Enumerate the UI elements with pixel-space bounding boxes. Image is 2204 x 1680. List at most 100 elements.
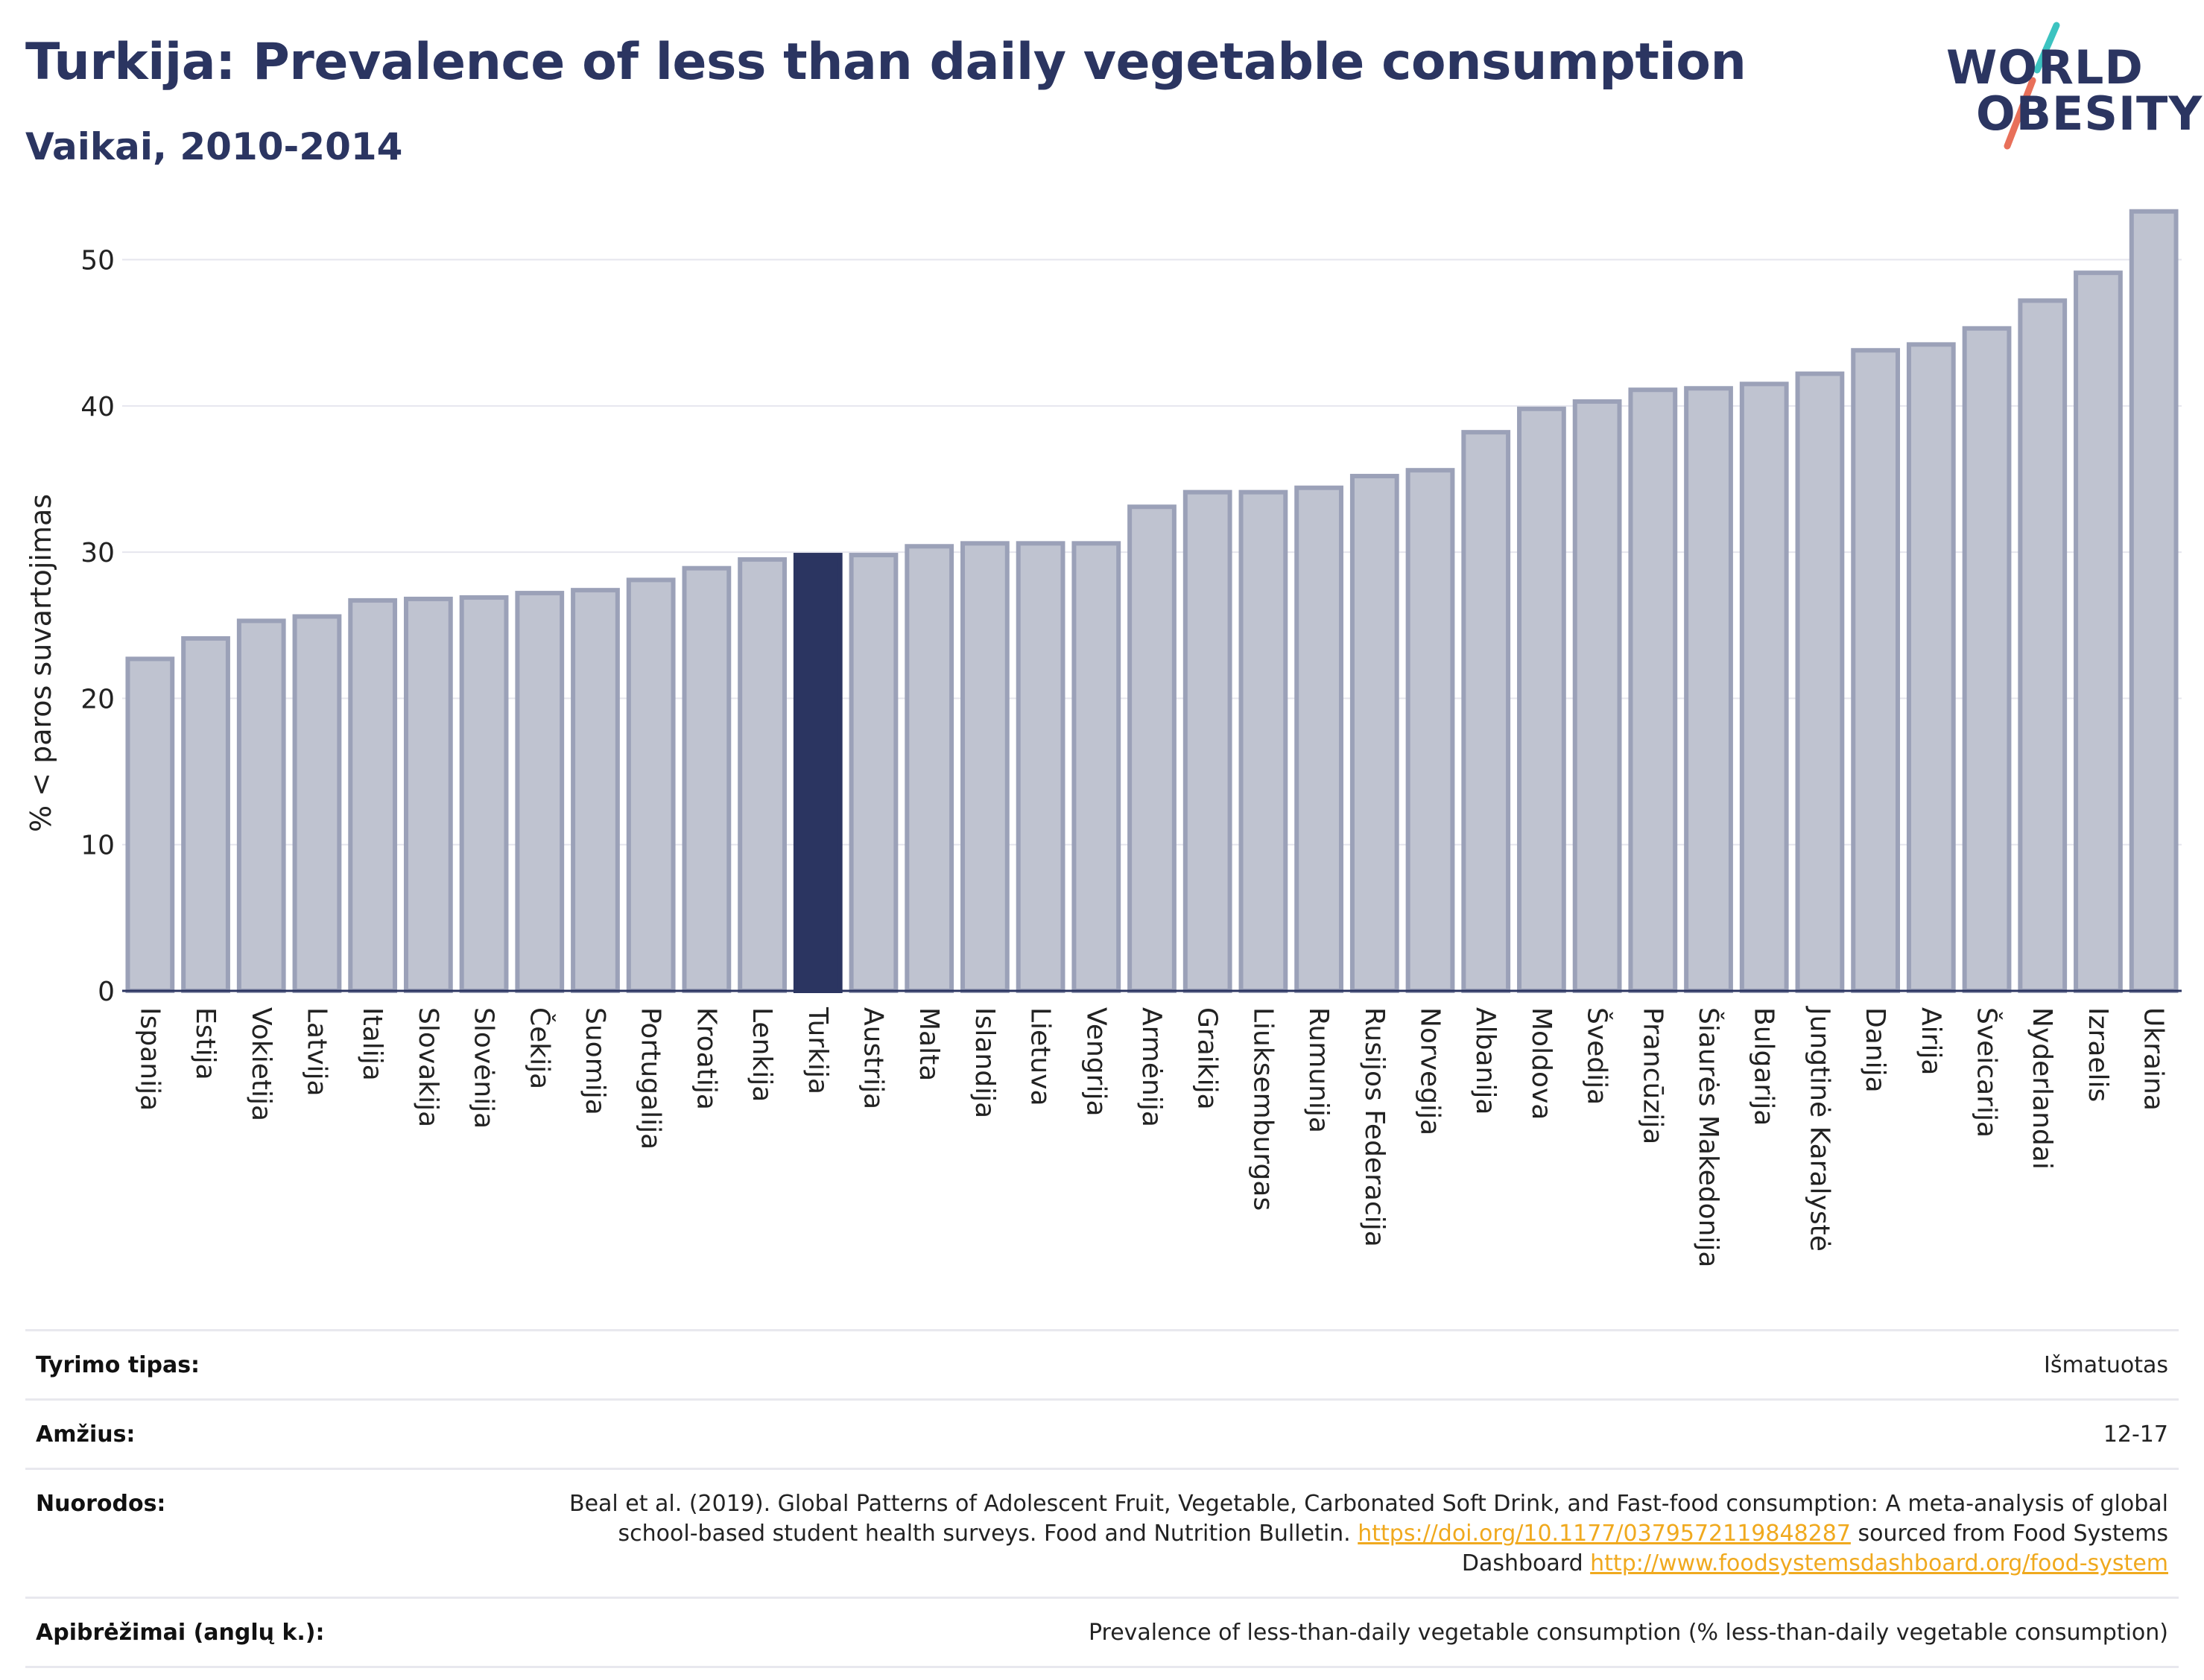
- info-row-references: Nuorodos: Beal et al. (2019). Global Pat…: [25, 1468, 2179, 1597]
- x-tick-label: Norvegija: [1415, 1007, 1445, 1135]
- info-value: 12-17: [2103, 1421, 2168, 1448]
- y-tick-label: 40: [80, 392, 115, 422]
- logo-text-line2: OBESITY: [1976, 86, 2203, 141]
- bar-portugalija[interactable]: [626, 577, 676, 993]
- x-tick-label: Lenkija: [747, 1007, 777, 1102]
- bar-ispanija[interactable]: [125, 656, 175, 993]
- bar-bulgarija[interactable]: [1739, 381, 1789, 993]
- info-value: Prevalence of less-than-daily vegetable …: [1088, 1620, 2168, 1646]
- x-tick-label: Švedija: [1582, 1007, 1613, 1105]
- bar-chart: 0 10 20 30 40 50 Ispanija Estija Vokietija Latvi…: [25, 209, 2182, 1267]
- bar-armėnija[interactable]: [1127, 504, 1177, 993]
- bar-graikija[interactable]: [1182, 489, 1232, 993]
- x-tick-label: Airija: [1916, 1007, 1946, 1076]
- logo-text-line1: WORLD: [1946, 40, 2144, 95]
- x-tick-label: Šveicarija: [1972, 1007, 2003, 1138]
- x-tick-label: Vokietija: [246, 1007, 276, 1121]
- info-label: Tyrimo tipas:: [36, 1352, 200, 1378]
- bar-rusijos-federacija[interactable]: [1349, 474, 1399, 993]
- bars: [125, 209, 2179, 994]
- y-axis-ticks: 0 10 20 30 40 50: [80, 246, 115, 1007]
- bar-nyderlandai[interactable]: [2018, 298, 2068, 993]
- y-tick-label: 10: [80, 831, 115, 861]
- x-tick-label: Danija: [1860, 1007, 1890, 1093]
- info-label: Nuorodos:: [36, 1491, 166, 1517]
- info-row-survey-type: Tyrimo tipas: Išmatuotas: [25, 1329, 2179, 1398]
- bar-šiaurės-makedonija[interactable]: [1684, 386, 1733, 993]
- bar-izraelis[interactable]: [2074, 270, 2123, 994]
- x-tick-label: Bulgarija: [1749, 1007, 1779, 1126]
- y-tick-label: 30: [80, 538, 115, 568]
- bar-lietuva[interactable]: [1016, 541, 1065, 994]
- bar-šveicarija[interactable]: [1962, 326, 2012, 993]
- x-tick-label: Prancūzija: [1637, 1007, 1668, 1144]
- bar-slovakija[interactable]: [403, 596, 453, 993]
- x-axis-labels: Ispanija Estija Vokietija Latvija Italija Slo…: [134, 1006, 2168, 1267]
- x-tick-label: Nyderlandai: [2027, 1007, 2057, 1170]
- x-tick-label: Austrija: [858, 1007, 888, 1109]
- x-tick-label: Moldova: [1526, 1007, 1557, 1120]
- x-tick-label: Portugalija: [636, 1007, 666, 1150]
- x-tick-label: Ukraina: [2138, 1007, 2169, 1111]
- bar-vokietija[interactable]: [236, 618, 286, 993]
- x-tick-label: Ispanija: [134, 1007, 165, 1111]
- bar-švedija[interactable]: [1572, 399, 1622, 994]
- bar-lenkija[interactable]: [738, 557, 787, 994]
- x-tick-label: Rusijos Federacija: [1359, 1007, 1390, 1247]
- y-tick-label: 0: [98, 977, 115, 1007]
- bar-malta[interactable]: [905, 544, 954, 993]
- info-table: Tyrimo tipas: Išmatuotas Amžius: 12-17 N…: [25, 1329, 2179, 1668]
- x-tick-label: Kroatija: [691, 1007, 721, 1110]
- bar-liuksemburgas[interactable]: [1238, 489, 1288, 993]
- bar-airija[interactable]: [1906, 342, 1956, 994]
- bar-prancūzija[interactable]: [1628, 387, 1678, 993]
- bar-danija[interactable]: [1851, 348, 1901, 993]
- bar-austrija[interactable]: [849, 553, 899, 993]
- bar-norvegija[interactable]: [1405, 468, 1455, 993]
- x-tick-label: Latvija: [301, 1007, 332, 1097]
- food-systems-dashboard-link[interactable]: http://www.foodsystemsdashboard.org/food…: [1590, 1550, 2168, 1576]
- x-tick-label: Liuksemburgas: [1247, 1007, 1278, 1211]
- doi-link[interactable]: https://doi.org/10.1177/0379572119848287: [1358, 1521, 1851, 1547]
- bar-ukraina[interactable]: [2129, 209, 2179, 994]
- x-tick-label: Šiaurės Makedonija: [1693, 1007, 1724, 1267]
- bar-albanija[interactable]: [1461, 430, 1511, 994]
- x-tick-label: Turkija: [802, 1007, 833, 1094]
- chart-subtitle: Vaikai, 2010-2014: [25, 125, 403, 168]
- bar-moldova[interactable]: [1517, 406, 1566, 994]
- x-tick-label: Vengrija: [1080, 1007, 1111, 1117]
- bar-latvija[interactable]: [292, 614, 342, 994]
- info-row-definitions: Apibrėžimai (anglų k.): Prevalence of le…: [25, 1597, 2179, 1668]
- info-row-age: Amžius: 12-17: [25, 1398, 2179, 1468]
- x-tick-label: Albanija: [1470, 1007, 1501, 1115]
- world-obesity-logo[interactable]: WORLD OBESITY: [1937, 15, 2202, 164]
- logo-slash-icon: [2004, 22, 2060, 150]
- bar-slovėnija[interactable]: [459, 595, 509, 993]
- x-tick-label: Čekija: [524, 1007, 555, 1089]
- info-value-references: Beal et al. (2019). Global Patterns of A…: [566, 1489, 2168, 1579]
- bar-italija[interactable]: [348, 597, 398, 993]
- info-label: Apibrėžimai (anglų k.):: [36, 1620, 325, 1646]
- x-tick-label: Jungtinė Karalystė: [1804, 1006, 1834, 1252]
- x-tick-label: Izraelis: [2083, 1007, 2113, 1102]
- bar-rumunija[interactable]: [1294, 485, 1343, 994]
- info-label: Amžius:: [36, 1421, 136, 1448]
- bar-estija[interactable]: [181, 635, 230, 993]
- x-tick-label: Slovėnija: [469, 1007, 499, 1129]
- bar-suomija[interactable]: [571, 588, 620, 993]
- bar-turkija[interactable]: [793, 553, 843, 993]
- x-tick-label: Islandija: [969, 1007, 1000, 1118]
- x-tick-label: Italija: [357, 1007, 387, 1081]
- bar-islandija[interactable]: [960, 541, 1010, 994]
- y-tick-label: 50: [80, 246, 115, 276]
- bar-jungtinė-karalystė[interactable]: [1795, 371, 1845, 993]
- bar-kroatija[interactable]: [682, 565, 732, 993]
- bar-vengrija[interactable]: [1071, 541, 1121, 994]
- x-tick-label: Slovakija: [413, 1007, 443, 1127]
- reference-text-mid: sourced from Food Systems Dashboard: [1461, 1521, 2168, 1576]
- y-axis-label: % < paros suvartojimas: [25, 494, 57, 832]
- x-tick-label: Estija: [190, 1007, 221, 1080]
- bar-čekija[interactable]: [515, 591, 565, 993]
- x-tick-label: Graikija: [1192, 1007, 1223, 1110]
- reference-text: Beal et al. (2019). Global Patterns of A…: [569, 1491, 2168, 1547]
